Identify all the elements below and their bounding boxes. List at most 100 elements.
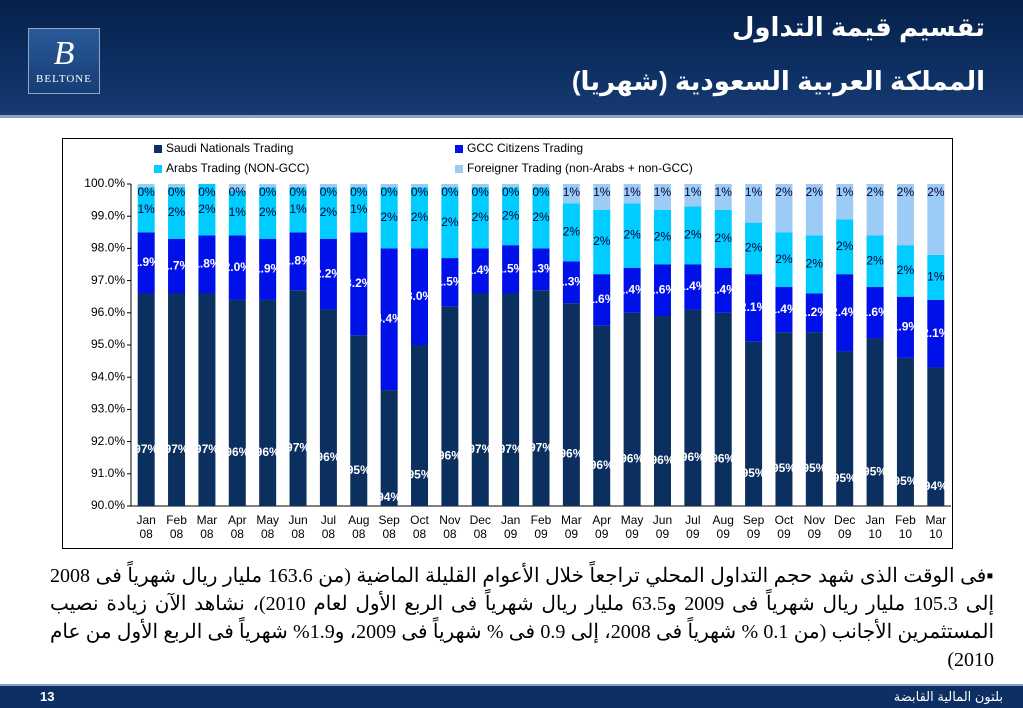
data-label: 2% bbox=[532, 210, 550, 224]
bar-segment bbox=[137, 293, 155, 506]
y-tick-label: 91.0% bbox=[91, 466, 125, 480]
bar-segment bbox=[319, 187, 337, 239]
bar-segment bbox=[653, 209, 671, 265]
y-tick-label: 98.0% bbox=[91, 241, 125, 255]
data-label: 2% bbox=[472, 210, 490, 224]
data-label: 1% bbox=[836, 185, 854, 199]
bar-segment bbox=[411, 187, 429, 249]
bar-segment bbox=[745, 341, 763, 506]
x-tick-line: Nov bbox=[804, 513, 825, 527]
bar-segment bbox=[198, 293, 216, 506]
legend-swatch bbox=[154, 165, 162, 173]
x-tick-line: 09 bbox=[656, 527, 670, 541]
data-label: 2.1% bbox=[922, 326, 950, 340]
x-tick-label: Mar 09 bbox=[561, 513, 582, 541]
data-label: 97% bbox=[499, 442, 523, 456]
data-label: 2.1% bbox=[740, 300, 768, 314]
x-tick-line: Sep bbox=[743, 513, 765, 527]
x-tick-label: Nov 08 bbox=[439, 513, 460, 541]
bar-segment bbox=[836, 219, 854, 275]
x-tick-line: 08 bbox=[261, 527, 275, 541]
y-tick-label: 99.0% bbox=[91, 208, 125, 222]
header: B BELTONE تقسيم قيمة التداول المملكة الع… bbox=[0, 0, 1023, 118]
bar-segment bbox=[380, 390, 398, 506]
bar-segment bbox=[471, 184, 489, 188]
x-tick-line: 08 bbox=[231, 527, 245, 541]
bar-segment bbox=[684, 264, 702, 310]
bar-segment bbox=[502, 184, 520, 188]
x-tick-line: Mar bbox=[925, 513, 946, 527]
data-label: 2% bbox=[168, 205, 186, 219]
x-tick-line: Mar bbox=[561, 513, 582, 527]
x-tick-line: 09 bbox=[625, 527, 639, 541]
bar-segment bbox=[198, 235, 216, 294]
x-tick-label: Jan 08 bbox=[137, 513, 156, 541]
data-label: 0% bbox=[168, 185, 186, 199]
x-tick-line: 08 bbox=[382, 527, 396, 541]
legend-label: Foreigner Trading (non-Arabs + non-GCC) bbox=[467, 161, 693, 175]
x-tick-line: 09 bbox=[777, 527, 791, 541]
data-label: 2% bbox=[198, 202, 216, 216]
x-tick-line: 09 bbox=[504, 527, 518, 541]
data-label: 2% bbox=[563, 224, 581, 238]
data-label: 96% bbox=[650, 453, 674, 467]
x-tick-label: Apr 09 bbox=[592, 513, 611, 541]
data-label: 96% bbox=[438, 448, 462, 462]
bar-segment bbox=[350, 187, 368, 233]
x-tick-label: Dec 09 bbox=[834, 513, 855, 541]
x-tick-line: Jan bbox=[137, 513, 156, 527]
bar-segment bbox=[441, 184, 459, 188]
y-tick-label: 93.0% bbox=[91, 402, 125, 416]
data-label: 1.4% bbox=[770, 302, 798, 316]
data-label: 0% bbox=[411, 185, 429, 199]
bar-segment bbox=[623, 203, 641, 268]
bar-segment bbox=[927, 254, 945, 300]
bar-segment bbox=[441, 187, 459, 259]
data-label: 0% bbox=[289, 185, 307, 199]
x-tick-line: Aug bbox=[713, 513, 734, 527]
bar-segment bbox=[137, 184, 155, 188]
legend-swatch bbox=[154, 145, 162, 153]
bar-segment bbox=[289, 187, 307, 233]
bar-segment bbox=[745, 222, 763, 275]
x-tick-label: Oct 08 bbox=[410, 513, 429, 541]
x-tick-line: 10 bbox=[929, 527, 943, 541]
x-tick-line: 09 bbox=[565, 527, 579, 541]
x-tick-label: Jul 09 bbox=[685, 513, 700, 541]
data-label: 0% bbox=[441, 185, 459, 199]
x-tick-line: 09 bbox=[686, 527, 700, 541]
data-label: 2% bbox=[411, 210, 429, 224]
y-tick-label: 90.0% bbox=[91, 498, 125, 512]
x-tick-label: Mar 10 bbox=[925, 513, 946, 541]
data-label: 2% bbox=[593, 234, 611, 248]
bar-segment bbox=[836, 274, 854, 352]
logo: B BELTONE bbox=[28, 28, 100, 94]
data-label: 96% bbox=[559, 447, 583, 461]
data-label: 1.4% bbox=[679, 279, 707, 293]
y-tick-label: 95.0% bbox=[91, 337, 125, 351]
bar-segment bbox=[896, 357, 914, 506]
y-tick-label: 92.0% bbox=[91, 434, 125, 448]
data-label: 1% bbox=[593, 185, 611, 199]
bar-segment bbox=[137, 187, 155, 233]
bar-segment bbox=[623, 267, 641, 313]
x-tick-line: 10 bbox=[899, 527, 913, 541]
bar-segment bbox=[593, 325, 611, 506]
bar-segment bbox=[168, 184, 186, 188]
x-tick-label: Sep 08 bbox=[378, 513, 400, 541]
x-tick-line: 08 bbox=[140, 527, 154, 541]
data-label: 1.3% bbox=[558, 274, 586, 288]
data-label: 3.0% bbox=[406, 289, 434, 303]
data-label: 95% bbox=[802, 461, 826, 475]
bar-segment bbox=[653, 184, 671, 210]
bar-segment bbox=[866, 235, 884, 288]
bar-segment bbox=[380, 187, 398, 249]
page-number: 13 bbox=[40, 689, 55, 704]
bar-segment bbox=[228, 235, 246, 300]
bar-segment bbox=[532, 184, 550, 188]
x-tick-line: Jul bbox=[685, 513, 700, 527]
bar-segment bbox=[896, 184, 914, 246]
data-label: 1% bbox=[350, 202, 368, 216]
x-tick-label: Nov 09 bbox=[804, 513, 825, 541]
x-tick-label: Oct 09 bbox=[775, 513, 794, 541]
